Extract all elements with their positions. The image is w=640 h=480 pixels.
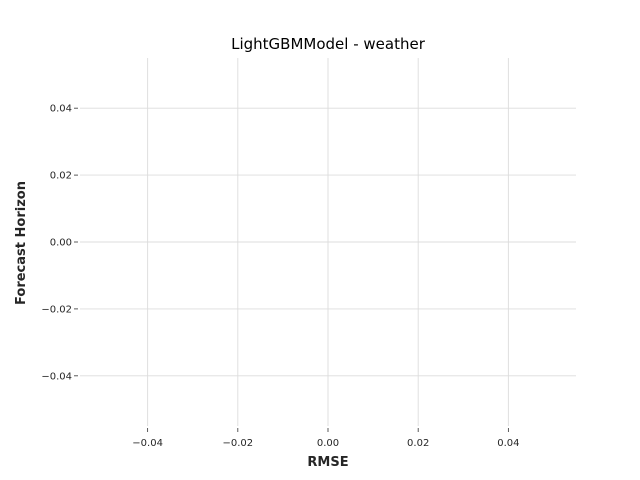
x-tick-label: 0.04 [497, 438, 519, 449]
chart-title: LightGBMModel - weather [231, 35, 426, 53]
x-tick-label: 0.00 [317, 438, 339, 449]
x-tick-label: −0.02 [222, 438, 253, 449]
x-tick-label: −0.04 [132, 438, 163, 449]
y-tick-label: 0.02 [50, 171, 72, 182]
grid [80, 58, 576, 426]
y-axis-title: Forecast Horizon [14, 181, 29, 305]
y-tick-label: 0.00 [50, 238, 72, 249]
ticks [74, 107, 509, 432]
y-tick-label: −0.02 [41, 304, 72, 315]
x-tick-label: 0.02 [407, 438, 429, 449]
y-tick-label: −0.04 [41, 371, 72, 382]
x-axis-title: RMSE [307, 455, 348, 470]
y-tick-label: 0.04 [50, 104, 72, 115]
tick-labels: −0.04 −0.02 0.00 0.02 0.04 0.04 0.02 0.00 −0.02 −… [41, 104, 519, 449]
